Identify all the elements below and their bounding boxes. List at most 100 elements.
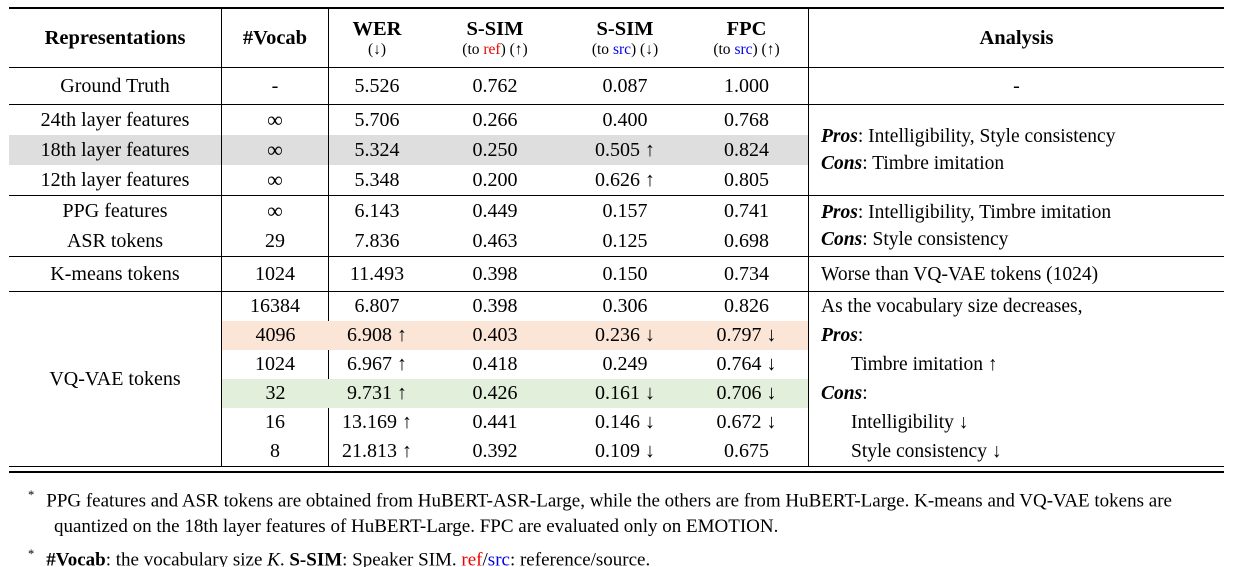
col-header-wer: WER (↓) — [329, 9, 425, 67]
ssim-src-value: 0.161 ↓ — [595, 382, 655, 404]
fpc-pre: (to — [713, 40, 735, 58]
analysis-pros-item: Timbre imitation ↑ — [821, 350, 1224, 379]
ssim-ref-post: ) (↑) — [500, 40, 528, 58]
fpc-value: 0.826 — [724, 295, 769, 317]
cons-label: Cons — [821, 153, 863, 174]
ground-truth-section: Ground Truth - 5.526 0.762 0.087 1.000 - — [9, 68, 1224, 104]
ssim-src-value: 0.505 ↑ — [595, 138, 655, 161]
pros-label: Pros — [821, 126, 858, 147]
cell-fpc: 0.805 — [685, 165, 809, 195]
vocab-value: 16384 — [250, 295, 300, 317]
ssim-src-value: 0.626 ↑ — [595, 168, 655, 191]
footnote-src-label: src — [487, 549, 510, 567]
analysis-cons-line: Cons: — [821, 379, 1224, 408]
cell-ssim-ref: 0.449 — [425, 196, 565, 226]
cell-fpc: 0.706 ↓ — [685, 379, 809, 408]
analysis-value: - — [1013, 74, 1020, 97]
cell-vocab: - — [222, 68, 329, 104]
footnote-2-text: : Speaker SIM. — [342, 549, 462, 567]
cons-colon: : — [862, 383, 868, 404]
infinity-symbol: ∞ — [267, 107, 283, 132]
pros-label: Pros — [821, 325, 858, 346]
fpc-value: 0.672 ↓ — [716, 411, 777, 433]
row-label: 18th layer features — [40, 138, 190, 161]
cons-text: : Style consistency — [862, 229, 1009, 250]
vocab-value: 32 — [265, 382, 286, 404]
cell-ssim-ref: 0.403 — [425, 321, 565, 350]
cell-vqvae-label: VQ-VAE tokens — [9, 292, 222, 466]
pros-text: : Intelligibility, Timbre imitation — [857, 202, 1112, 223]
ssim-ref-value: 0.426 — [472, 382, 518, 404]
top-rule — [9, 7, 1224, 9]
fpc-value: 0.741 — [724, 199, 769, 222]
fpc-sub: (to src) (↑) — [713, 41, 779, 58]
cell-vocab: 29 — [222, 226, 329, 256]
cell-representation: Ground Truth — [9, 68, 222, 104]
fpc-value: 0.805 — [724, 168, 769, 191]
footnote-vocab-label: #Vocab — [46, 549, 106, 567]
cons-label: Cons — [821, 383, 863, 404]
wer-value: 21.813 ↑ — [342, 440, 412, 462]
analysis-cons-line: Cons: Timbre imitation — [821, 150, 1224, 177]
wer-value: 9.731 ↑ — [347, 382, 407, 404]
cons-text: : Timbre imitation — [862, 153, 1005, 174]
divider-rule — [9, 67, 1224, 68]
analysis-layer-features: Pros: Intelligibility, Style consistency… — [809, 105, 1224, 195]
cell-wer: 6.143 — [329, 196, 425, 226]
cell-ssim-src: 0.125 — [565, 226, 685, 256]
ssim-src-value: 0.146 ↓ — [595, 411, 655, 433]
table: Representations #Vocab WER (↓) S-SIM (to… — [9, 7, 1224, 473]
col-header-representations: Representations — [9, 9, 222, 67]
cell-fpc: 0.672 ↓ — [685, 408, 809, 437]
vocab-value: 1024 — [255, 262, 295, 285]
cell-representation: K-means tokens — [9, 257, 222, 291]
cell-representation: ASR tokens — [9, 226, 222, 256]
cell-ssim-ref: 0.426 — [425, 379, 565, 408]
fpc-value: 0.824 — [724, 138, 769, 161]
cell-fpc: 0.824 — [685, 135, 809, 165]
cell-wer: 9.731 ↑ — [329, 379, 425, 408]
fpc-title: FPC — [726, 17, 767, 40]
wer-value: 6.967 ↑ — [347, 353, 407, 375]
cell-ssim-ref: 0.200 — [425, 165, 565, 195]
analysis-pros-line: Pros: Intelligibility, Style consistency — [821, 123, 1224, 150]
fpc-value: 0.675 — [724, 440, 769, 462]
cell-wer: 5.348 — [329, 165, 425, 195]
vocab-label: #Vocab — [242, 26, 308, 49]
cell-fpc: 0.768 — [685, 105, 809, 135]
col-header-ssim-ref: S-SIM (to ref) (↑) — [425, 9, 565, 67]
cell-vocab: ∞ — [222, 135, 329, 165]
layer-features-section: 24th layer features ∞ 5.706 0.266 0.400 … — [9, 105, 1224, 195]
footnote-2: * #Vocab: the vocabulary size K. S-SIM: S… — [14, 541, 1219, 567]
divider-rule — [9, 104, 1224, 105]
analysis-ppg-asr: Pros: Intelligibility, Timbre imitation … — [809, 196, 1224, 256]
cell-ssim-src: 0.626 ↑ — [565, 165, 685, 195]
footnote-slash: / — [482, 549, 488, 567]
ssim-src-value: 0.150 — [602, 262, 648, 285]
col-header-analysis: Analysis — [809, 9, 1224, 67]
cell-ssim-ref: 0.418 — [425, 350, 565, 379]
cons-item-text: Style consistency ↓ — [851, 441, 1002, 462]
infinity-symbol: ∞ — [267, 167, 283, 192]
cell-ssim-src: 0.400 — [565, 105, 685, 135]
ssim-src-title: S-SIM — [596, 17, 654, 40]
cell-analysis: - — [809, 68, 1224, 104]
vocab-value: - — [271, 74, 279, 97]
footnote-ref-label: ref — [461, 549, 483, 567]
vocab-value: 16 — [265, 411, 285, 433]
pros-label: Pros — [821, 202, 858, 223]
ssim-ref-value: 0.403 — [472, 324, 518, 346]
fpc-value: 0.706 ↓ — [716, 382, 777, 404]
wer-value: 6.807 — [354, 295, 400, 317]
cell-vocab: 1024 — [222, 350, 329, 379]
footnote-1: * PPG features and ASR tokens are obtaine… — [14, 482, 1219, 541]
row-label: VQ-VAE tokens — [49, 367, 181, 390]
pros-item-text: Timbre imitation ↑ — [851, 354, 998, 375]
cell-vocab: 1024 — [222, 257, 329, 291]
cell-fpc: 0.734 — [685, 257, 809, 291]
cons-item-text: Intelligibility ↓ — [851, 412, 969, 433]
ssim-ref-value: 0.250 — [472, 138, 518, 161]
analysis-kmeans: Worse than VQ-VAE tokens (1024) — [809, 257, 1224, 291]
wer-value: 13.169 ↑ — [342, 411, 412, 433]
fpc-value: 0.768 — [724, 108, 769, 131]
